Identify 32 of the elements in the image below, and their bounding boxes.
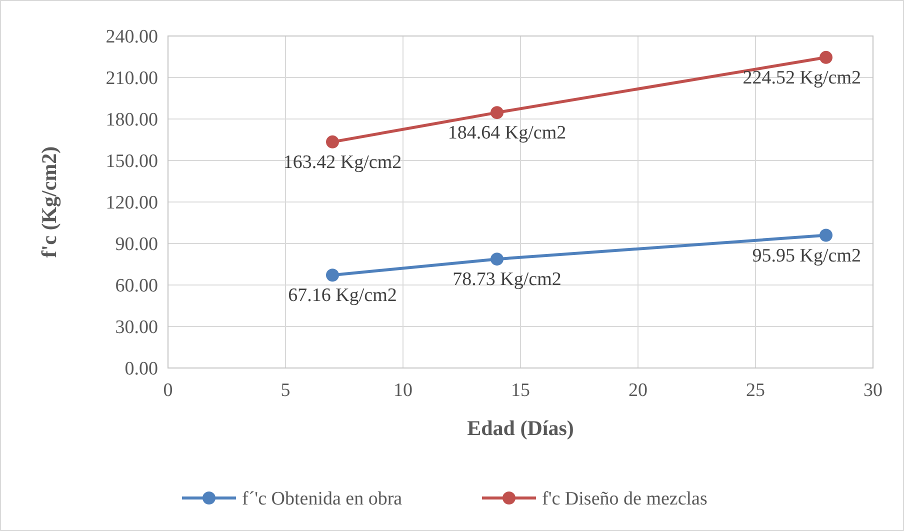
y-tick-label: 150.00 — [106, 151, 158, 172]
point — [490, 106, 504, 120]
data-label: 67.16 Kg/cm2 — [288, 285, 397, 306]
y-tick-label: 210.00 — [106, 68, 158, 90]
y-tick-label: 120.00 — [106, 192, 158, 214]
data-label: 163.42 Kg/cm2 — [283, 152, 402, 173]
x-tick-label: 10 — [394, 380, 412, 401]
y-tick-label: 30.00 — [115, 317, 158, 338]
y-tick-label: 180.00 — [106, 110, 158, 131]
y-tick-label: 60.00 — [115, 276, 158, 297]
x-tick-label: 20 — [628, 380, 648, 401]
legend-label: f'c Diseño de mezclas — [542, 488, 708, 510]
point — [820, 228, 832, 242]
legend-label: f´'c Obtenida en obra — [242, 488, 403, 510]
x-tick-label: 0 — [163, 380, 173, 401]
x-tick-label: 25 — [746, 380, 765, 401]
y-axis-title: f'c (Kg/cm2) — [37, 146, 61, 258]
point — [326, 135, 339, 148]
y-tick-label: 240.00 — [106, 26, 158, 48]
x-tick-label: 5 — [280, 380, 290, 401]
x-tick-label: 30 — [864, 380, 882, 401]
point — [820, 50, 832, 64]
data-label: 95.95 Kg/cm2 — [752, 245, 861, 266]
x-tick-label: 15 — [511, 380, 530, 401]
data-label: 78.73 Kg/cm2 — [452, 269, 562, 290]
data-label: 224.52 Kg/cm2 — [742, 67, 861, 88]
point — [326, 268, 339, 282]
data-label: 184.64 Kg/cm2 — [448, 122, 566, 144]
point — [490, 252, 504, 266]
y-tick-label: 0.00 — [124, 358, 158, 380]
x-axis-title: Edad (Días) — [467, 416, 574, 440]
y-tick-label: 90.00 — [115, 234, 158, 256]
